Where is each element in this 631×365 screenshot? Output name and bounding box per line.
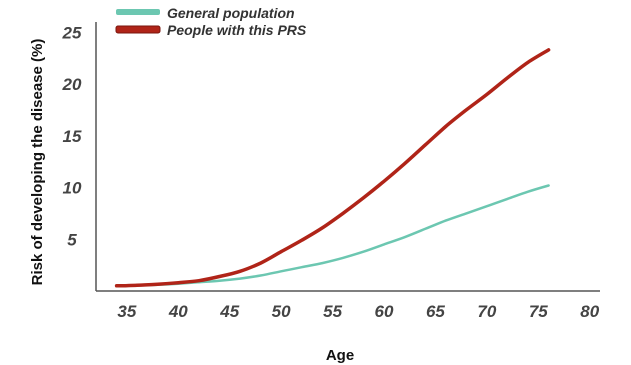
x-axis-title: Age	[326, 347, 354, 364]
legend-label: General population	[167, 5, 295, 21]
y-axis-title: Risk of developing the disease (%)	[29, 39, 46, 286]
x-tick-label: 55	[323, 302, 342, 321]
x-tick-label: 70	[477, 302, 496, 321]
x-tick-label: 60	[375, 302, 394, 321]
series-line-prs	[114, 48, 551, 288]
x-tick-label: 45	[219, 302, 239, 321]
x-tick-label: 50	[272, 302, 291, 321]
y-tick-labels: 5 10 15 20 25	[62, 23, 82, 249]
y-tick-label: 15	[63, 127, 82, 146]
legend-label: People with this PRS	[167, 22, 307, 38]
y-tick-label: 10	[63, 179, 82, 198]
y-tick-label: 25	[62, 23, 82, 42]
series-lines	[114, 48, 551, 288]
x-tick-label: 65	[426, 302, 445, 321]
legend-swatch	[115, 25, 161, 34]
y-tick-label: 20	[62, 75, 82, 94]
legend-swatch	[116, 9, 160, 15]
x-tick-labels: 35 40 45 50 55 60 65 70 75 80	[117, 302, 599, 321]
y-tick-label: 5	[67, 230, 77, 249]
x-tick-label: 35	[117, 302, 136, 321]
x-tick-label: 80	[580, 302, 599, 321]
x-tick-label: 75	[529, 302, 548, 321]
x-tick-label: 40	[168, 302, 188, 321]
axes	[95, 22, 600, 292]
series-line-general-population	[115, 184, 550, 288]
